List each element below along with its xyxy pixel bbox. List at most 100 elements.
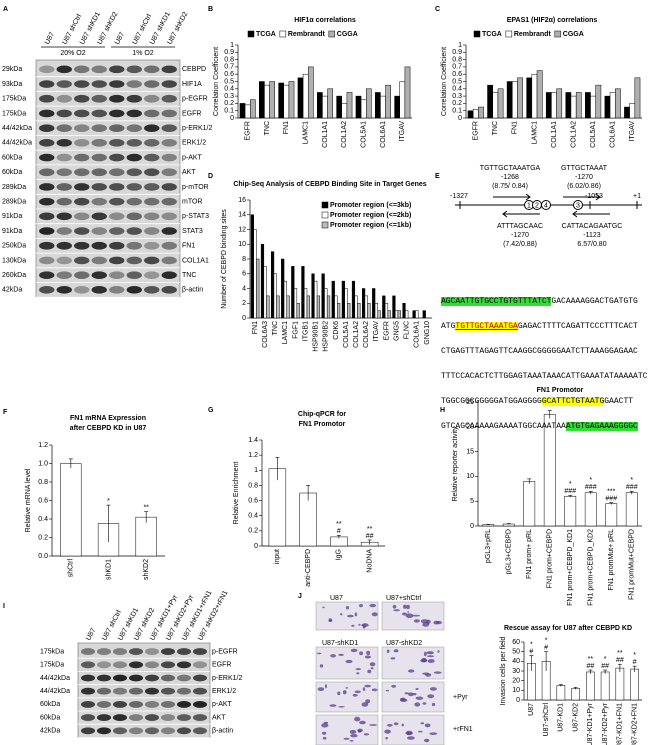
bar bbox=[506, 81, 513, 119]
cell-speck bbox=[392, 604, 397, 609]
blot-band bbox=[109, 212, 125, 221]
blot-band bbox=[192, 674, 208, 682]
blot-band bbox=[56, 227, 72, 235]
panel-letter: C bbox=[435, 6, 440, 13]
bar bbox=[531, 73, 538, 119]
blot-band bbox=[74, 197, 90, 206]
significance-label: ## bbox=[366, 533, 374, 540]
blot-band bbox=[144, 727, 160, 735]
cell-speck bbox=[429, 732, 438, 735]
cell-speck bbox=[404, 692, 409, 695]
motif-seq: GTTGCTAAAT bbox=[561, 165, 608, 172]
cell-speck bbox=[358, 623, 361, 626]
y-tick-label: 20 bbox=[512, 678, 520, 685]
blot-band bbox=[96, 648, 112, 656]
blot-band bbox=[161, 124, 177, 132]
legend-swatch bbox=[321, 221, 329, 229]
cell-speck bbox=[366, 650, 370, 656]
y-tick-label: 1 bbox=[254, 467, 258, 474]
group-label: 20% O2 bbox=[60, 50, 85, 57]
blot-band bbox=[80, 661, 96, 669]
seq-segment: GCATTCTGTAATG bbox=[541, 396, 605, 406]
size-label: 60kDa bbox=[40, 701, 60, 708]
bar bbox=[600, 671, 610, 701]
blot-band bbox=[39, 94, 55, 103]
blot-band bbox=[91, 168, 107, 177]
cell-speck bbox=[338, 706, 345, 708]
y-axis-label: Correlation Coefficient bbox=[213, 47, 220, 116]
seq-segment: ATGTGAGAAAGGGGC bbox=[565, 421, 638, 431]
bar bbox=[249, 99, 256, 119]
blot-band bbox=[160, 727, 176, 735]
bar bbox=[321, 273, 325, 319]
blot-band bbox=[112, 648, 128, 656]
size-label: 29kDa bbox=[2, 66, 22, 73]
panel-letter: A bbox=[3, 6, 8, 13]
significance-label: ** bbox=[588, 656, 594, 663]
motif-arrow bbox=[493, 193, 531, 201]
blot-band bbox=[161, 109, 177, 118]
cell-speck bbox=[423, 651, 427, 657]
blot-band bbox=[109, 286, 125, 294]
blot-band bbox=[56, 183, 72, 191]
cell-speck bbox=[393, 649, 399, 653]
blot-band bbox=[126, 241, 142, 250]
cell-speck bbox=[401, 723, 404, 727]
blot-band bbox=[176, 648, 192, 656]
y-axis-label: Correlation Coefficient bbox=[441, 47, 448, 116]
cell-speck bbox=[322, 736, 327, 740]
cell-speck bbox=[437, 650, 440, 653]
x-tick-label: EGFR bbox=[383, 321, 390, 340]
y-tick-label: 1 bbox=[230, 42, 234, 49]
chart-title: FN1 Promotor bbox=[537, 387, 584, 394]
blot-band bbox=[160, 661, 176, 669]
blot-band bbox=[144, 94, 160, 103]
blot-band bbox=[144, 648, 160, 656]
motif-pos: -1270 bbox=[575, 174, 593, 181]
micrograph-label: U87 bbox=[330, 595, 343, 602]
y-tick-label: 25 bbox=[466, 399, 474, 406]
blot-band bbox=[144, 286, 160, 294]
blot-band bbox=[56, 65, 72, 74]
blot-band bbox=[126, 153, 142, 162]
bar bbox=[387, 310, 391, 319]
cell-speck bbox=[354, 716, 361, 722]
micrograph-row-label: +Pyr bbox=[453, 694, 468, 701]
significance-label: ** bbox=[367, 526, 373, 533]
blot-band bbox=[91, 227, 107, 235]
bar bbox=[281, 258, 285, 319]
blot-band bbox=[39, 227, 55, 235]
blot-band bbox=[56, 168, 72, 177]
y-tick-label: 0 bbox=[458, 115, 462, 122]
x-tick-label: FN1 prom+CEBPD bbox=[547, 529, 554, 588]
blot-band bbox=[126, 109, 142, 118]
x-tick-label: anti-CEBPD bbox=[305, 549, 312, 587]
cell-speck bbox=[354, 612, 358, 617]
bar bbox=[346, 92, 353, 119]
position-label: -1053 bbox=[585, 193, 603, 200]
cell-speck bbox=[351, 624, 355, 627]
significance-label: *** bbox=[607, 489, 615, 496]
cell-speck bbox=[370, 667, 374, 670]
y-tick-label: 0.8 bbox=[38, 479, 48, 486]
bar bbox=[360, 99, 367, 119]
cell-speck bbox=[420, 722, 425, 725]
protein-label: HIF1A bbox=[182, 81, 202, 88]
blot-band bbox=[112, 674, 128, 682]
bar bbox=[306, 295, 310, 319]
blot-band bbox=[161, 65, 177, 74]
blot-band bbox=[109, 241, 125, 250]
blot-band bbox=[128, 648, 144, 656]
blot-band bbox=[74, 286, 90, 294]
x-tick-label: ITGAV bbox=[629, 121, 636, 142]
bar bbox=[402, 303, 406, 319]
y-tick-label: 14 bbox=[238, 212, 246, 219]
blot-band bbox=[39, 109, 55, 118]
panel-letter: I bbox=[3, 603, 5, 610]
cell-speck bbox=[349, 729, 357, 734]
blot-band bbox=[96, 700, 112, 708]
blot-band bbox=[74, 94, 90, 103]
blot-band bbox=[161, 286, 177, 294]
cell-speck bbox=[340, 613, 343, 616]
x-tick-label: U87-KD2 bbox=[572, 703, 579, 732]
